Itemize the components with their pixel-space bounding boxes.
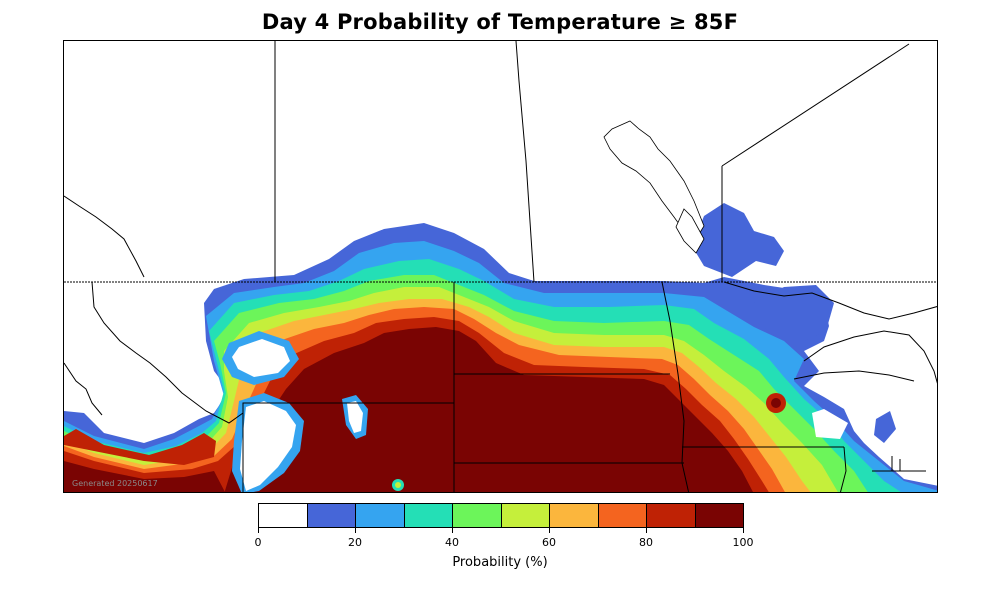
map-canvas xyxy=(64,41,937,492)
river-line xyxy=(64,362,103,416)
state-line-4 xyxy=(661,281,690,492)
legend-symbol xyxy=(872,456,926,472)
probability-map[interactable]: Generated 20250617 xyxy=(63,40,938,493)
political-boundaries xyxy=(64,41,937,492)
colorbar-bin-7 xyxy=(598,504,647,527)
cb-label-40: 40 xyxy=(445,536,459,549)
colorbar-bin-5 xyxy=(501,504,550,527)
cb-label-60: 60 xyxy=(542,536,556,549)
colorbar-bin-0 xyxy=(259,504,308,527)
canada-west-line xyxy=(64,195,145,278)
colorbar-bin-6 xyxy=(550,504,599,527)
cb-label-20: 20 xyxy=(348,536,362,549)
lake-shore-2 xyxy=(803,330,937,384)
cb-label-100: 100 xyxy=(732,536,754,549)
generated-watermark: Generated 20250617 xyxy=(72,479,158,488)
province-line-4 xyxy=(721,43,910,167)
state-line-6 xyxy=(840,446,847,492)
colorbar xyxy=(258,503,744,528)
prob-patch-east2 xyxy=(754,285,834,341)
map-title: Day 4 Probability of Temperature ≥ 85F xyxy=(261,10,739,34)
colorbar-bin-9 xyxy=(695,504,743,527)
cb-label-80: 80 xyxy=(639,536,653,549)
colorbar-bin-3 xyxy=(404,504,453,527)
colorbar-bin-4 xyxy=(453,504,502,527)
mountain-boundary xyxy=(91,281,244,424)
colorbar-bin-2 xyxy=(356,504,405,527)
province-line-2 xyxy=(515,41,535,283)
colorbar-bin-1 xyxy=(307,504,356,527)
great-lakes-shore xyxy=(723,281,937,320)
probability-shading xyxy=(64,203,937,492)
lake-shore-3 xyxy=(793,370,915,382)
colorbar-title: Probability (%) xyxy=(452,555,548,570)
cb-label-0: 0 xyxy=(254,536,262,549)
state-box xyxy=(242,402,455,492)
colorbar-bin-8 xyxy=(647,504,696,527)
prob-patch-east1 xyxy=(692,203,784,277)
